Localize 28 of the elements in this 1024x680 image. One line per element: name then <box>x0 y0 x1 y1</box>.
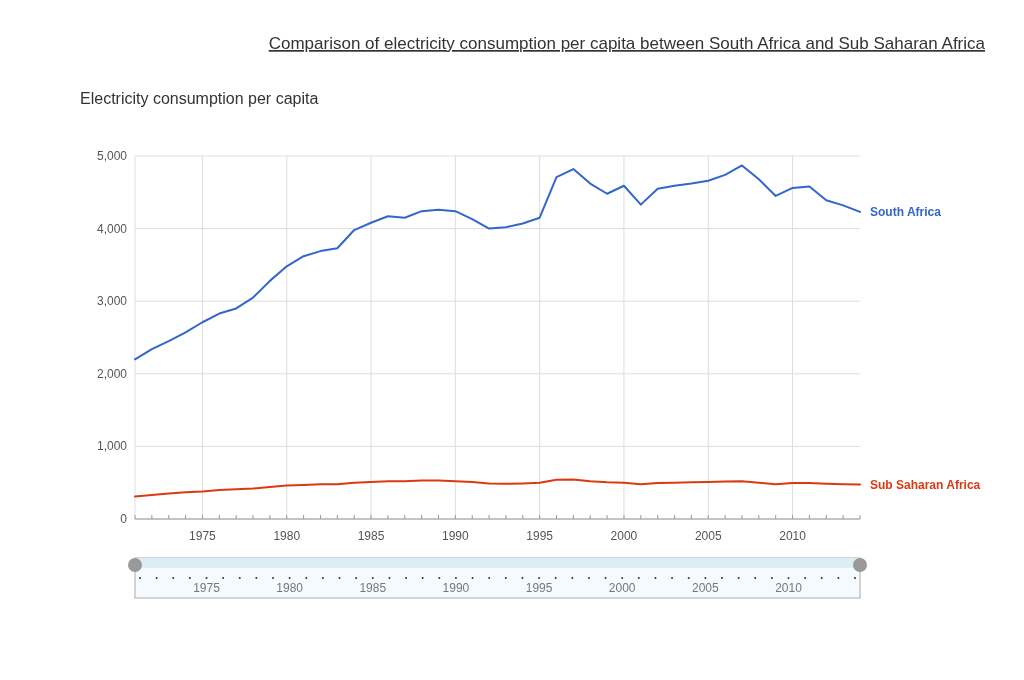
x-tick-label: 1975 <box>189 529 217 543</box>
x2-tick-label: 2005 <box>692 581 720 595</box>
y-tick-label: 0 <box>120 512 128 526</box>
x2-tick-label: 2010 <box>775 581 803 595</box>
x2-tick-label: 1985 <box>359 581 387 595</box>
x-tick-label: 2005 <box>694 529 722 543</box>
y-tick-label: 5,000 <box>96 149 128 163</box>
x2-tick-label: 1990 <box>442 581 470 595</box>
y-tick-label: 4,000 <box>96 221 128 236</box>
line-series <box>134 478 861 498</box>
y-axis-title: Electricity consumption per capita <box>80 90 319 107</box>
x2-tick-label: 1980 <box>276 581 304 595</box>
chart-title: Comparison of electricity consumption per capita between South Africa and Sub Saharan Africa <box>268 34 986 53</box>
x2-tick-label: 1995 <box>525 581 553 595</box>
y-tick-label: 2,000 <box>96 366 128 381</box>
x-tick-label: 2010 <box>779 529 807 543</box>
series-label: Sub Saharan Africa <box>870 477 981 492</box>
x-tick-label: 1990 <box>442 529 470 543</box>
x-tick-label: 1985 <box>357 529 385 543</box>
series-label: South Africa <box>870 204 942 219</box>
y-tick-label: 1,000 <box>96 439 128 454</box>
x2-tick-label: 1975 <box>193 581 221 595</box>
x-tick-label: 2000 <box>610 529 638 543</box>
y-tick-label: 3,000 <box>96 294 128 309</box>
x-tick-label: 1980 <box>273 529 301 543</box>
x-tick-label: 1995 <box>526 529 554 543</box>
x2-tick-label: 2000 <box>608 581 636 595</box>
line-series <box>134 164 861 361</box>
